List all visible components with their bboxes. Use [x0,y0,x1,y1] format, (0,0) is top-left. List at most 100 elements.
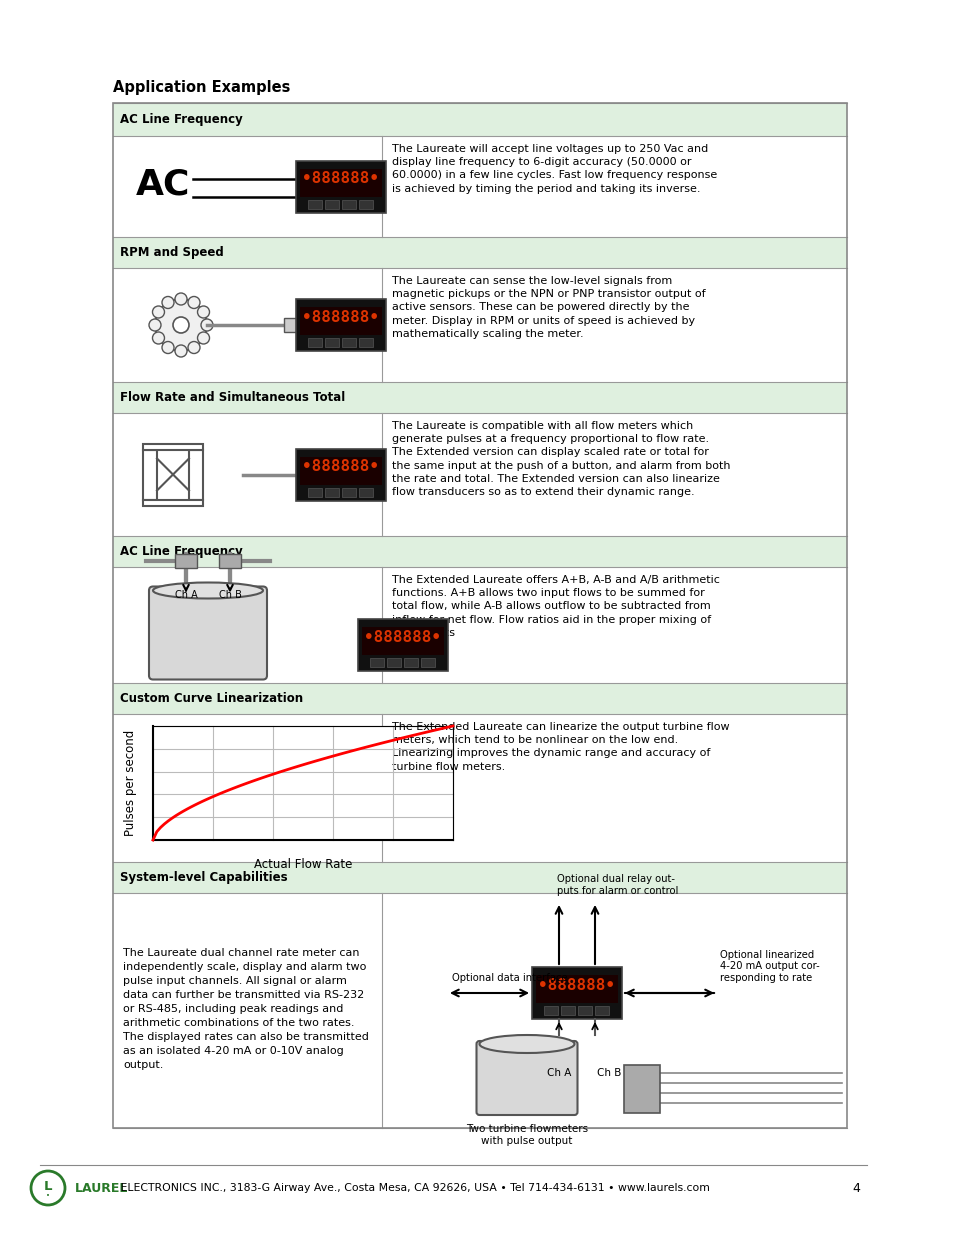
Text: •888888•: •888888• [302,310,379,325]
Bar [295,448,386,500]
Text: Ch B: Ch B [218,590,241,600]
Bar [308,200,322,209]
Circle shape [152,332,164,345]
Circle shape [174,345,187,357]
Text: Two turbine flowmeters
with pulse output: Two turbine flowmeters with pulse output [465,1124,587,1146]
Bar [299,308,381,335]
Bar [387,658,400,667]
Bar [143,443,203,450]
Text: Custom Curve Linearization: Custom Curve Linearization [120,692,303,705]
Bar [143,499,203,505]
Ellipse shape [152,583,263,599]
Bar [357,619,448,671]
Bar [536,974,618,1003]
Bar [112,136,846,237]
Text: Application Examples: Application Examples [112,80,290,95]
Text: The Laureate can sense the low-level signals from
magnetic pickups or the NPN or: The Laureate can sense the low-level sig… [392,275,705,338]
Bar [543,1007,558,1015]
Text: •888888•: •888888• [302,459,379,474]
Text: Ch A: Ch A [546,1068,571,1078]
Text: The Extended Laureate offers A+B, A-B and A/B arithmetic
functions. A+B allows t: The Extended Laureate offers A+B, A-B an… [392,576,720,637]
Bar [112,103,846,1128]
Text: ELECTRONICS INC., 3183-G Airway Ave., Costa Mesa, CA 92626, USA • Tel 714-434-61: ELECTRONICS INC., 3183-G Airway Ave., Co… [117,1183,709,1193]
Text: Ch A: Ch A [174,590,197,600]
Circle shape [154,299,207,351]
Bar [623,1065,659,1113]
Text: 4: 4 [851,1182,859,1194]
Bar [112,103,846,136]
Bar [295,161,386,212]
Text: •888888•: •888888• [302,170,379,186]
Text: •888888•: •888888• [537,977,615,993]
Bar [341,200,355,209]
Circle shape [152,306,164,317]
Bar [112,862,846,893]
Bar [143,450,157,499]
Bar [358,488,373,496]
Text: Ch B: Ch B [597,1068,620,1078]
Text: Optional linearized
4-20 mA output cor-
responding to rate: Optional linearized 4-20 mA output cor- … [720,950,819,983]
Bar [112,536,846,567]
Text: •: • [46,1193,50,1199]
Bar [403,658,417,667]
Text: System-level Capabilities: System-level Capabilities [120,871,287,884]
Bar [112,237,846,268]
Bar [578,1007,592,1015]
Bar [189,450,203,499]
Bar [325,200,338,209]
Bar [112,567,846,683]
Circle shape [162,296,173,309]
Bar [358,200,373,209]
Bar [112,268,846,382]
Circle shape [172,317,189,333]
Circle shape [201,319,213,331]
Circle shape [174,293,187,305]
Text: L: L [44,1181,52,1193]
Text: The Laureate dual channel rate meter can
independently scale, display and alarm : The Laureate dual channel rate meter can… [123,948,369,1070]
Bar [112,683,846,714]
Bar [420,658,435,667]
Bar [112,382,846,412]
Bar [299,457,381,484]
Bar [152,726,453,840]
Circle shape [197,332,210,345]
FancyBboxPatch shape [476,1041,577,1115]
Bar [325,488,338,496]
Bar [370,658,384,667]
Text: •888888•: •888888• [364,630,441,645]
Text: AC Line Frequency: AC Line Frequency [120,545,242,558]
Bar [295,299,386,351]
Bar [358,338,373,347]
Bar [219,553,241,568]
FancyBboxPatch shape [149,587,267,679]
Bar [341,338,355,347]
Bar [361,627,443,655]
Text: RPM and Speed: RPM and Speed [120,246,224,259]
Bar [112,893,846,1128]
Bar [112,412,846,536]
Text: The Laureate is compatible with all flow meters which
generate pulses at a frequ: The Laureate is compatible with all flow… [392,421,730,496]
Text: Flow Rate and Simultaneous Total: Flow Rate and Simultaneous Total [120,391,345,404]
Text: LAUREL: LAUREL [75,1182,129,1194]
Ellipse shape [479,1035,574,1053]
Bar [284,317,306,332]
Text: Optional dual relay out-
puts for alarm or control: Optional dual relay out- puts for alarm … [557,874,678,897]
Text: Pulses per second: Pulses per second [125,730,137,836]
Text: The Extended Laureate can linearize the output turbine flow
meters, which tend t: The Extended Laureate can linearize the … [392,722,729,772]
Text: AC Line Frequency: AC Line Frequency [120,112,242,126]
Circle shape [149,319,161,331]
Text: Actual Flow Rate: Actual Flow Rate [253,858,352,871]
Bar [560,1007,575,1015]
Circle shape [197,306,210,317]
Circle shape [162,342,173,353]
Bar [112,714,846,862]
Text: Optional data interface: Optional data interface [452,973,567,983]
Bar [174,553,196,568]
Bar [532,967,621,1019]
Circle shape [188,342,200,353]
Bar [325,338,338,347]
Bar [299,168,381,196]
Bar [341,488,355,496]
Bar [308,488,322,496]
Circle shape [30,1171,65,1205]
